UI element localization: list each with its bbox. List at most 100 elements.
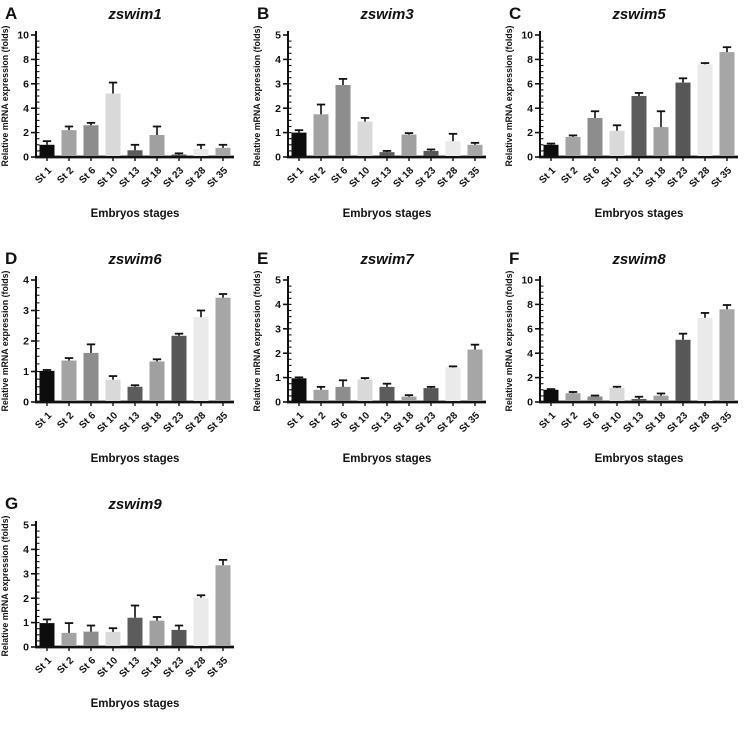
y-tick-label: 1 bbox=[23, 366, 29, 378]
panel-f: F zswim8 0 2 4 6 8 10 St 1 St 2 St 6 St 10 St 13 St… bbox=[504, 245, 756, 490]
x-tick-label: St 2 bbox=[559, 410, 580, 431]
plot-bar-st-28 bbox=[193, 597, 209, 646]
plot-bar-st-35 bbox=[215, 147, 231, 156]
plot-bar-st-10 bbox=[357, 379, 373, 401]
x-tick-label: St 18 bbox=[643, 165, 668, 190]
y-tick-label: 5 bbox=[23, 520, 29, 532]
x-tick-label: St 10 bbox=[347, 165, 372, 190]
y-tick-label: 0 bbox=[527, 152, 533, 164]
plot-bar-st-28 bbox=[193, 149, 209, 156]
panel-letter-a: A bbox=[5, 4, 18, 23]
plot-bar-st-18 bbox=[401, 134, 417, 156]
chart-title-zswim3: zswim3 bbox=[360, 6, 414, 23]
x-tick-label: St 28 bbox=[183, 655, 208, 680]
x-tick-label: St 1 bbox=[33, 410, 54, 431]
x-tick-label: St 35 bbox=[709, 165, 734, 190]
plot-bar-st-2 bbox=[565, 393, 581, 401]
x-tick-label: St 18 bbox=[643, 410, 668, 435]
plot-bar-st-10 bbox=[609, 387, 625, 401]
y-axis-label: Relative mRNA expression (folds) bbox=[252, 25, 262, 166]
x-tick-label: St 10 bbox=[599, 165, 624, 190]
plot-bar-st-35 bbox=[467, 144, 483, 156]
y-tick-label: 2 bbox=[275, 103, 281, 115]
y-tick-label: 8 bbox=[23, 54, 29, 66]
plot-bar-st-13 bbox=[127, 150, 143, 156]
plot-bar-st-18 bbox=[149, 361, 165, 401]
plot-bar-st-2 bbox=[61, 632, 77, 646]
x-tick-label: St 10 bbox=[95, 165, 120, 190]
plot-bar-st-6 bbox=[335, 386, 351, 401]
x-tick-label: St 28 bbox=[435, 165, 460, 190]
x-axis-label: Embryos stages bbox=[343, 453, 432, 465]
x-tick-label: St 2 bbox=[55, 410, 76, 431]
x-tick-label: St 28 bbox=[687, 165, 712, 190]
plot-bar-st-1 bbox=[39, 623, 55, 646]
y-axis-label: Relative mRNA expression (folds) bbox=[504, 270, 514, 411]
plot-bar-st-1 bbox=[39, 144, 55, 156]
plot-bar-st-13 bbox=[631, 398, 647, 401]
x-tick-label: St 2 bbox=[307, 410, 328, 431]
y-tick-label: 5 bbox=[275, 275, 281, 287]
plot-bar-st-10 bbox=[609, 130, 625, 156]
x-tick-label: St 13 bbox=[369, 410, 394, 435]
x-tick-label: St 1 bbox=[537, 165, 558, 186]
x-tick-label: St 35 bbox=[709, 410, 734, 435]
x-tick-label: St 1 bbox=[285, 165, 306, 186]
y-tick-label: 0 bbox=[275, 152, 281, 164]
y-tick-label: 6 bbox=[23, 78, 29, 90]
y-tick-label: 0 bbox=[23, 152, 29, 164]
chart-title-zswim9: zswim9 bbox=[108, 496, 162, 513]
plot-bar-st-13 bbox=[631, 96, 647, 156]
x-tick-label: St 2 bbox=[55, 655, 76, 676]
x-tick-label: St 23 bbox=[413, 165, 438, 190]
x-tick-label: St 10 bbox=[95, 410, 120, 435]
panel-d: D zswim6 0 1 2 3 4 St 1 St 2 St 6 St 10 St 13 St 1… bbox=[0, 245, 252, 490]
plot-bar-st-1 bbox=[543, 389, 559, 401]
x-tick-label: St 10 bbox=[599, 410, 624, 435]
plot-bar-st-28 bbox=[193, 317, 209, 401]
plot-bar-st-1 bbox=[543, 144, 559, 156]
panel-a: A zswim1 0 2 4 6 8 10 St 1 St 2 St 6 St 10 St 13 St… bbox=[0, 0, 252, 245]
y-axis-label: Relative mRNA expression (folds) bbox=[0, 515, 10, 656]
x-axis-label: Embryos stages bbox=[91, 698, 180, 710]
plot-bar-st-28 bbox=[697, 317, 713, 401]
y-tick-label: 8 bbox=[527, 299, 533, 311]
plot-bar-st-35 bbox=[719, 52, 735, 156]
x-tick-label: St 1 bbox=[537, 410, 558, 431]
x-tick-label: St 18 bbox=[139, 655, 164, 680]
plot-bar-st-13 bbox=[127, 386, 143, 401]
panel-letter-e: E bbox=[257, 249, 269, 268]
x-tick-label: St 2 bbox=[307, 165, 328, 186]
x-tick-label: St 28 bbox=[687, 410, 712, 435]
y-tick-label: 3 bbox=[275, 323, 281, 335]
x-tick-label: St 1 bbox=[33, 165, 54, 186]
plot-bar-st-2 bbox=[313, 114, 329, 156]
y-tick-label: 6 bbox=[527, 323, 533, 335]
y-tick-label: 2 bbox=[23, 127, 29, 139]
y-tick-label: 4 bbox=[527, 103, 533, 115]
y-tick-label: 2 bbox=[23, 593, 29, 605]
plot-bar-st-6 bbox=[335, 85, 351, 156]
panel-b: B zswim3 0 1 2 3 4 5 St 1 St 2 St 6 St 10 St 13 St … bbox=[252, 0, 504, 245]
plot-bar-st-6 bbox=[83, 631, 99, 646]
plot-bar-st-10 bbox=[105, 631, 121, 646]
panel-letter-b: B bbox=[257, 4, 270, 23]
y-tick-label: 2 bbox=[275, 348, 281, 360]
plot-bar-st-1 bbox=[291, 132, 307, 156]
plot-bar-st-35 bbox=[467, 349, 483, 401]
x-axis-label: Embryos stages bbox=[595, 453, 684, 465]
plot-bar-st-23 bbox=[171, 629, 187, 646]
x-tick-label: St 1 bbox=[33, 655, 54, 676]
panel-e: E zswim7 0 1 2 3 4 5 St 1 St 2 St 6 St 10 St 13 St … bbox=[252, 245, 504, 490]
panel-letter-f: F bbox=[509, 249, 520, 268]
plot-bar-st-13 bbox=[379, 386, 395, 401]
plot-bar-st-13 bbox=[127, 617, 143, 646]
y-tick-label: 0 bbox=[23, 397, 29, 409]
x-tick-label: St 35 bbox=[457, 410, 482, 435]
y-tick-label: 0 bbox=[275, 397, 281, 409]
